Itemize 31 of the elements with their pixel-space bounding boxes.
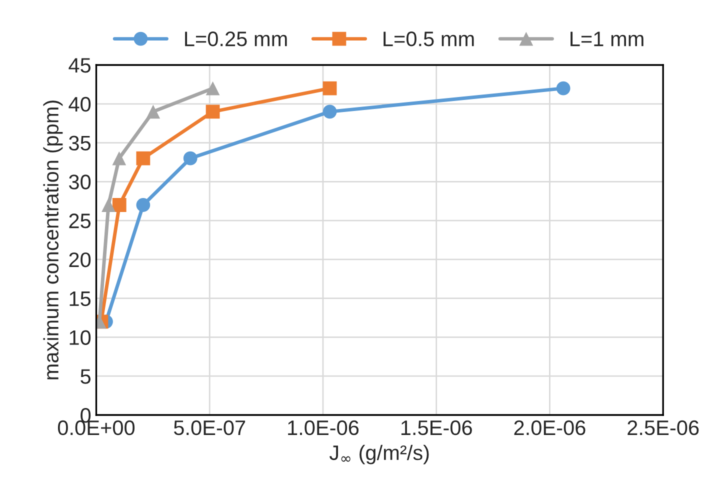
y-tick-label: 30 xyxy=(69,174,91,190)
y-axis-title: maximum concentration (ppm) xyxy=(43,100,63,380)
x-tick-label: 1.5E-06 xyxy=(401,420,472,436)
point xyxy=(322,104,337,119)
legend-label: L=0.5 mm xyxy=(384,32,474,46)
y-tick-label: 45 xyxy=(68,58,91,73)
point xyxy=(206,81,220,96)
x-axis-title: J$_{∞}$ (g/m²/s) xyxy=(329,444,429,464)
y-tick-label: 40 xyxy=(68,96,91,112)
y-tick-label: 10 xyxy=(70,330,91,345)
point xyxy=(136,198,150,212)
y-tick-label: 15 xyxy=(70,292,91,306)
x-tick-label: 2.5E-06 xyxy=(628,420,699,436)
y-tick-label: 20 xyxy=(69,252,91,268)
y-tick-label: 35 xyxy=(69,136,91,151)
point xyxy=(112,151,126,166)
legend-label: L=1 mm xyxy=(570,32,644,46)
y-tick-label: 25 xyxy=(69,214,91,228)
x-tick-label: 1.0E-06 xyxy=(288,420,359,436)
point xyxy=(183,151,198,166)
point xyxy=(322,81,337,96)
y-tick-label: 5 xyxy=(80,369,91,384)
legend-label: L=0.25 mm xyxy=(185,32,287,46)
x-tick-label: 2.0E-06 xyxy=(514,420,586,436)
point xyxy=(112,198,126,212)
x-tick-label: 5.0E-07 xyxy=(174,420,246,436)
point xyxy=(102,198,116,212)
point xyxy=(556,81,570,96)
point xyxy=(136,151,150,166)
point xyxy=(146,104,160,119)
point xyxy=(206,104,220,119)
